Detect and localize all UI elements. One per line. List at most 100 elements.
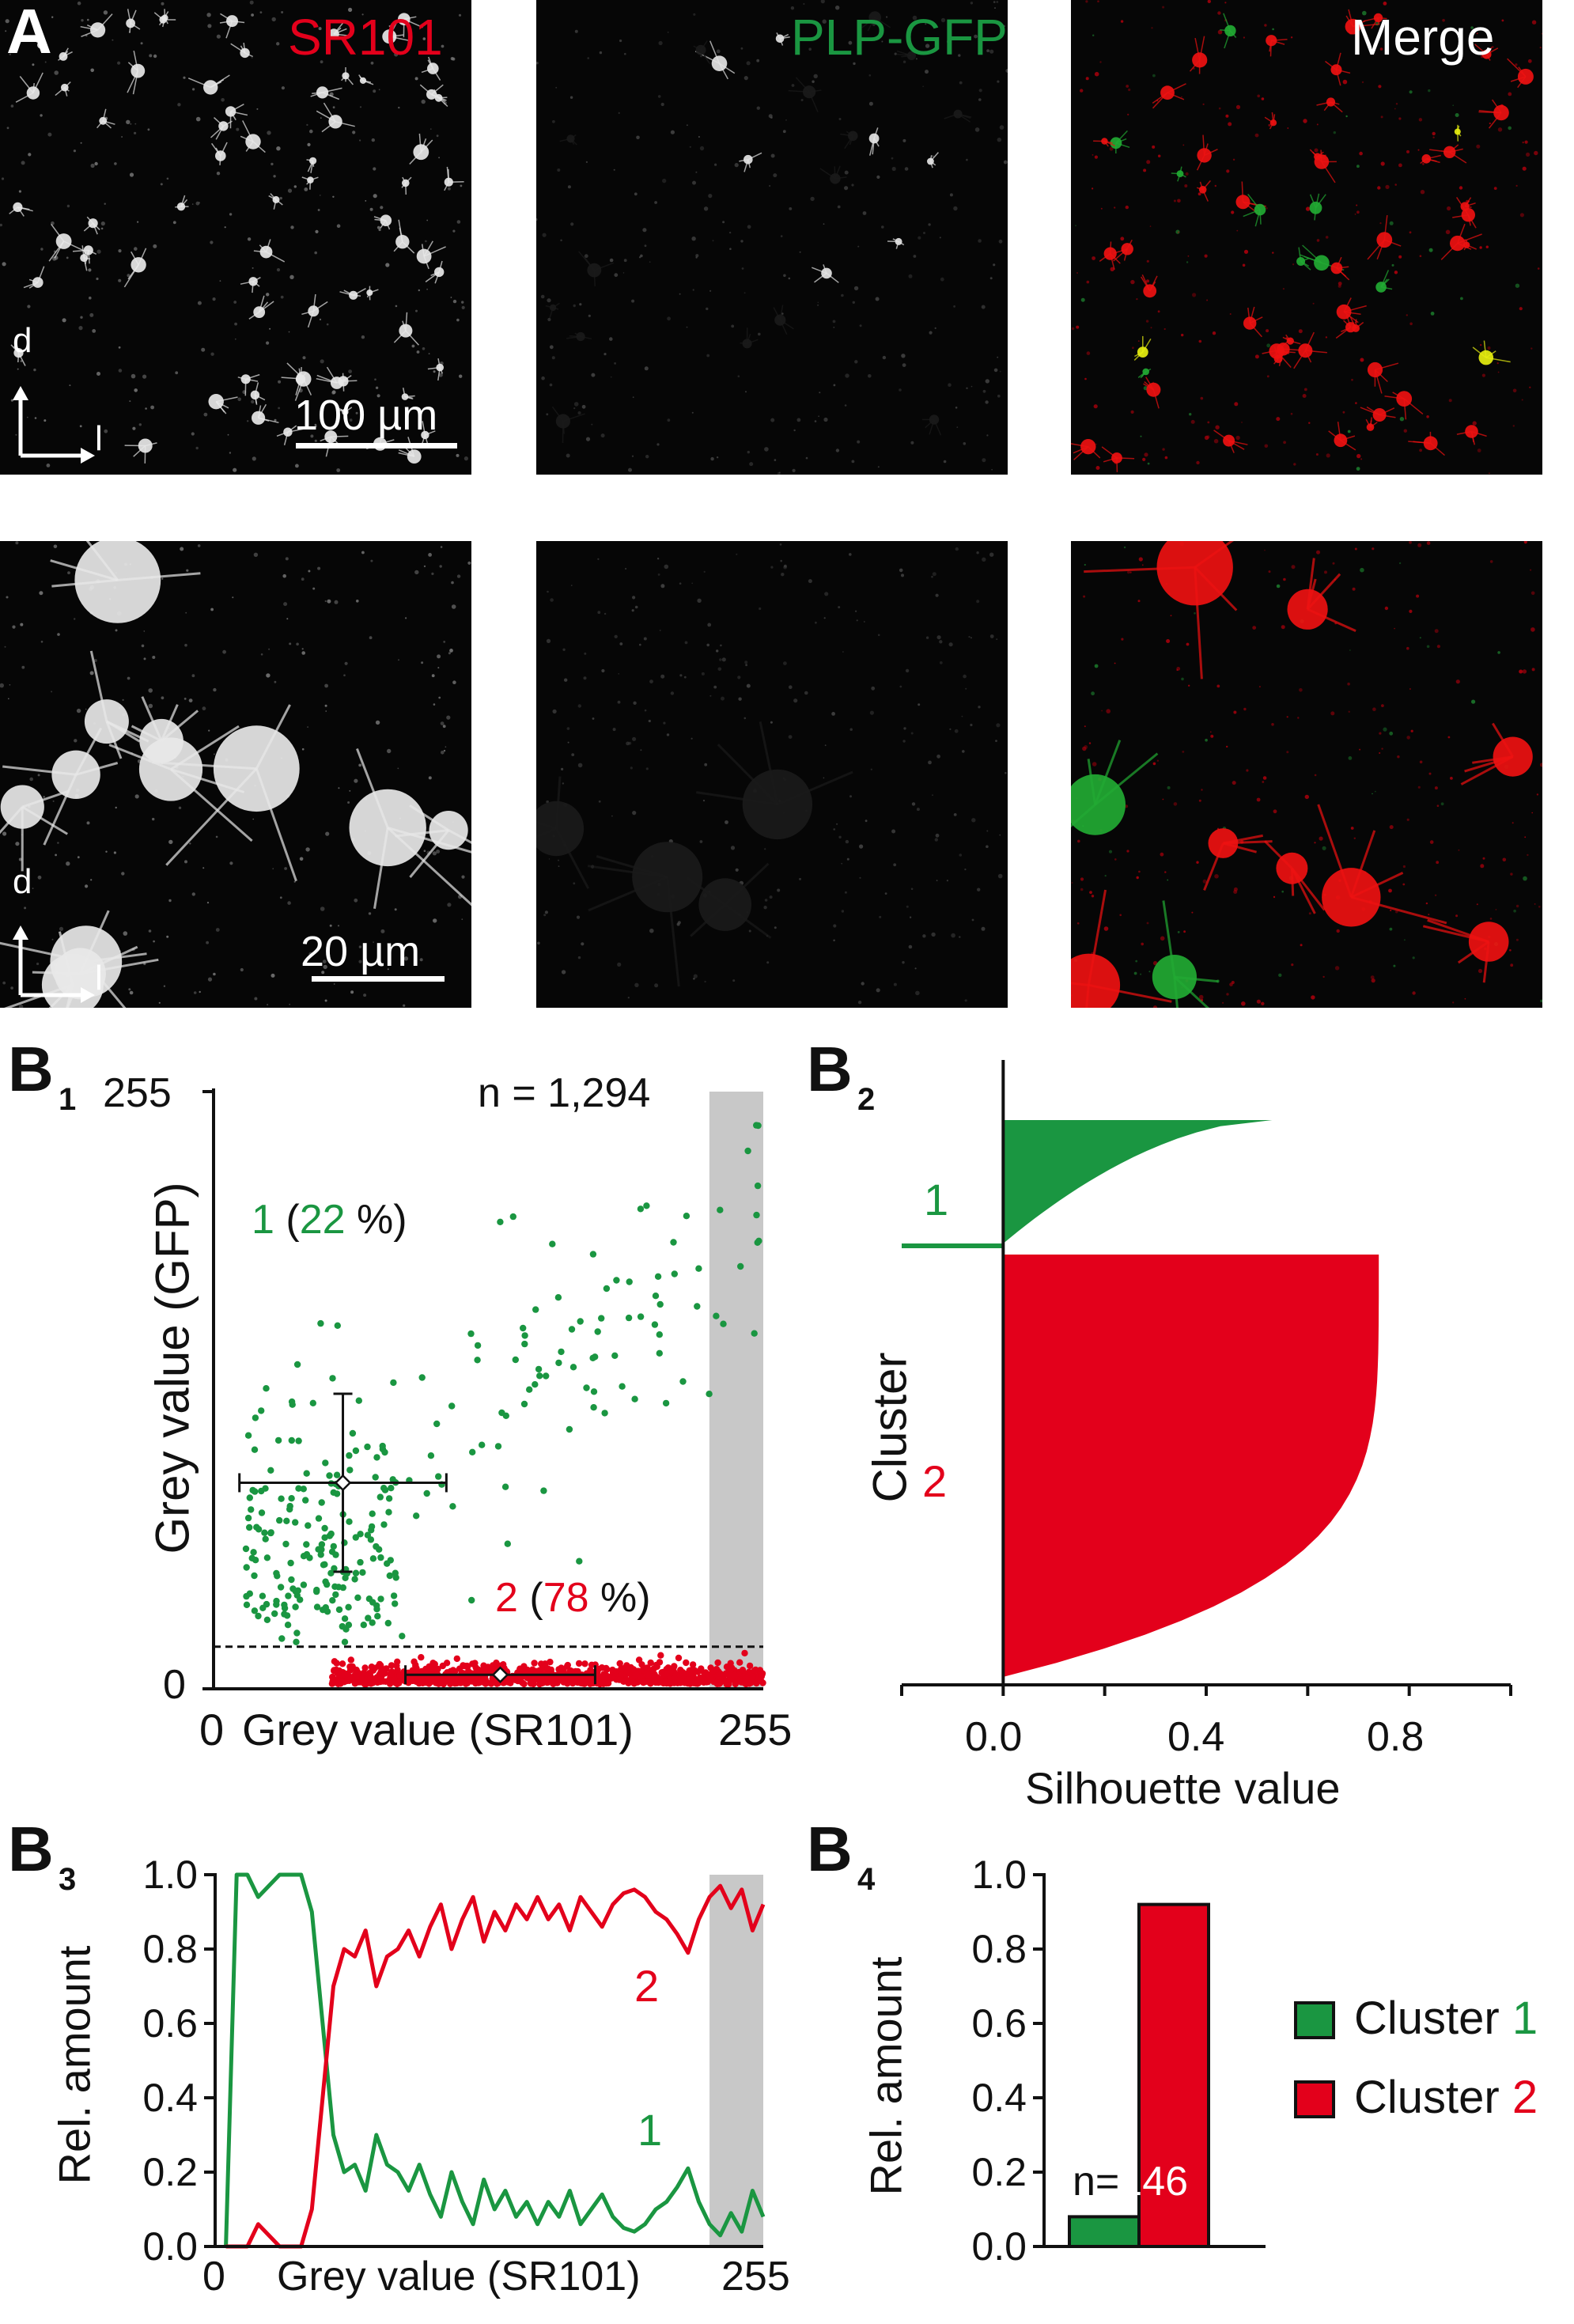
cluster1-point (259, 1592, 267, 1599)
cluster1-point (509, 1213, 516, 1221)
cluster2-point (468, 1678, 475, 1685)
cluster1-point (502, 1412, 509, 1419)
cluster1-point (317, 1319, 324, 1327)
cluster1-point (273, 1569, 280, 1577)
cluster1-point (625, 1314, 633, 1322)
cluster1-point (320, 1561, 327, 1569)
series-label-1-b3: 1 (638, 2105, 663, 2155)
cluster1-point (246, 1590, 253, 1597)
cluster2-point (567, 1675, 574, 1682)
cluster1-point (413, 1512, 420, 1520)
cluster1-point (390, 1592, 398, 1599)
cluster1-point (643, 1202, 650, 1209)
cluster1-point (252, 1557, 259, 1564)
cluster1-point (720, 1320, 727, 1327)
cluster1-point (365, 1595, 373, 1603)
cluster2-point (653, 1674, 660, 1681)
cluster1-point (504, 1540, 511, 1547)
cluster2-point (388, 1668, 395, 1675)
cluster1-point (342, 1574, 349, 1581)
cluster1-point (293, 1629, 301, 1637)
cluster1-number: 1 (252, 1197, 274, 1243)
cluster1-point (318, 1499, 325, 1506)
silhouette-plot-b2 (900, 1060, 1512, 1696)
cluster2-point (581, 1678, 588, 1686)
y-tick-label-b4: 0.4 (971, 2076, 1027, 2120)
axis-label-d-top: d (13, 321, 32, 360)
cluster1-point (341, 1638, 349, 1645)
cluster1-point (274, 1436, 282, 1444)
cluster1-point (662, 1399, 670, 1407)
cluster1-point (679, 1378, 687, 1385)
legend-text-cluster2: Cluster (1354, 2072, 1512, 2123)
cluster1-point (288, 1436, 295, 1444)
cluster1-point (373, 1454, 380, 1461)
cluster1-point (333, 1471, 341, 1478)
cluster2-point (351, 1679, 358, 1686)
cluster1-point (259, 1604, 267, 1611)
cluster1-point (328, 1548, 336, 1555)
cluster1-point (286, 1505, 293, 1513)
cluster2-point (653, 1661, 660, 1669)
series-line-2 (225, 1883, 766, 2249)
cluster1-point (754, 1239, 761, 1246)
y-tick-255-b1: 255 (103, 1070, 172, 1116)
cluster2-point (418, 1654, 425, 1661)
y-tick-label-b3: 0.2 (142, 2150, 198, 2194)
cluster1-point (278, 1635, 286, 1642)
cluster1-point (354, 1594, 361, 1601)
axis-label-l-bottom: l (95, 959, 103, 997)
panel-sub-b2: 2 (857, 1082, 876, 1117)
legend-label-cluster1: Cluster 1 (1354, 1992, 1538, 2045)
cluster1-point (380, 1485, 388, 1492)
cluster2-point (741, 1679, 748, 1686)
cluster1-point (357, 1531, 364, 1538)
pct-close-1: %) (345, 1197, 407, 1243)
cluster1-point (474, 1357, 481, 1364)
silhouette-cluster2 (1003, 1255, 1379, 1677)
cluster1-point (583, 1384, 590, 1391)
cluster1-label-b2: 1 (924, 1175, 949, 1224)
cluster1-point (349, 1429, 357, 1437)
cluster1-point (744, 1147, 751, 1155)
x-tick-255-b3: 255 (721, 2254, 790, 2299)
cluster1-point (327, 1530, 335, 1538)
cluster1-point (388, 1485, 395, 1492)
grey-band-b1 (709, 1092, 763, 1689)
cluster2-point (527, 1679, 534, 1686)
cluster1-point (554, 1294, 562, 1301)
cluster1-point (284, 1622, 292, 1629)
cluster1-point (248, 1506, 255, 1513)
cluster1-point (288, 1495, 295, 1502)
cluster1-point (737, 1262, 744, 1270)
x-tick-0-b1: 0 (199, 1705, 225, 1754)
cluster1-point (287, 1559, 294, 1567)
cluster2-point (500, 1661, 507, 1668)
cluster1-point (365, 1614, 372, 1622)
cluster1-point (249, 1486, 256, 1494)
cluster2-point (339, 1660, 346, 1667)
cluster1-point (377, 1595, 384, 1603)
panel-letter-b2: B (807, 1034, 853, 1104)
cluster1-point (297, 1596, 304, 1603)
cluster2-point (601, 1673, 609, 1680)
cluster1-point (754, 1182, 762, 1190)
scalebar-top (296, 443, 457, 449)
cluster1-point (377, 1554, 384, 1561)
x-axis-label-b1: Grey value (SR101) (242, 1705, 634, 1754)
cluster2-point (349, 1663, 356, 1671)
cluster1-point (695, 1265, 702, 1272)
cluster1-point (300, 1486, 307, 1493)
cluster1-point (360, 1622, 367, 1629)
x-tick-08-b2: 0.8 (1367, 1714, 1425, 1760)
y-tick-label-b3: 1.0 (142, 1853, 198, 1897)
cluster2-point (380, 1667, 388, 1675)
cluster1-point (244, 1432, 252, 1439)
cluster1-point (283, 1517, 290, 1524)
cluster1-point (300, 1581, 308, 1588)
y-axis-label-b1: Grey value (GFP) (146, 1182, 199, 1554)
cluster1-label-b1: 1 (22 %) (252, 1196, 407, 1243)
cluster2-point (493, 1660, 500, 1667)
y-tick-label-b4: 0.0 (971, 2224, 1027, 2269)
cluster2-point (671, 1663, 678, 1670)
